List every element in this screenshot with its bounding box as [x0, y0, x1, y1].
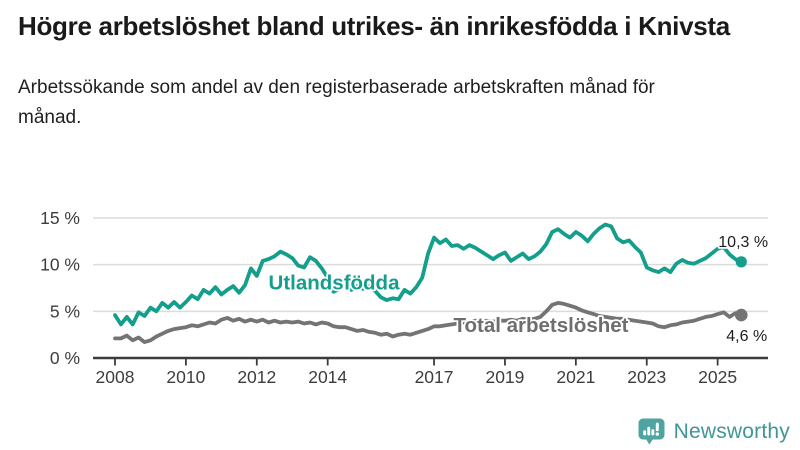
- page-subtitle: Arbetssökande som andel av den registerb…: [18, 77, 655, 129]
- x-tick-label: 2010: [166, 367, 205, 387]
- y-tick-label: 5 %: [50, 301, 80, 321]
- x-tick-label: 2025: [698, 367, 737, 387]
- series-label-utlandsf-dda: Utlandsfödda: [269, 272, 401, 295]
- x-tick-label: 2019: [485, 367, 524, 387]
- newsworthy-icon: [638, 418, 665, 445]
- series-line-total-arbetsl-shet: [113, 300, 744, 345]
- series-end-dot-total-arbetsl-shet: [734, 308, 748, 322]
- y-tick-label: 10 %: [40, 255, 80, 275]
- x-tick-label: 2012: [237, 367, 276, 387]
- end-value-label-utlandsfodda: 10,3 %: [718, 234, 768, 251]
- chart-header: Högre arbetslöshet bland utrikes- än inr…: [18, 6, 788, 133]
- page-title: Högre arbetslöshet bland utrikes- än inr…: [18, 11, 730, 41]
- series-line-utlandsf-dda: [113, 222, 744, 327]
- x-tick-label: 2021: [556, 367, 595, 387]
- brand-name: Newsworthy: [673, 419, 790, 443]
- logo-bars-exclamation: [642, 422, 659, 436]
- x-tick-label: 2008: [96, 367, 135, 387]
- newsworthy-logo[interactable]: Newsworthy: [636, 416, 790, 447]
- x-tick-label: 2017: [415, 367, 454, 387]
- y-tick-label: 15 %: [40, 208, 80, 228]
- y-tick-label: 0 %: [50, 348, 80, 368]
- x-tick-label: 2023: [627, 367, 666, 387]
- series-label-total-arbetsl-shet: Total arbetslöshet: [453, 314, 628, 337]
- end-value-label-total: 4,6 %: [726, 328, 767, 345]
- series-end-dot-utlandsf-dda: [735, 256, 747, 268]
- x-tick-label: 2014: [308, 367, 347, 387]
